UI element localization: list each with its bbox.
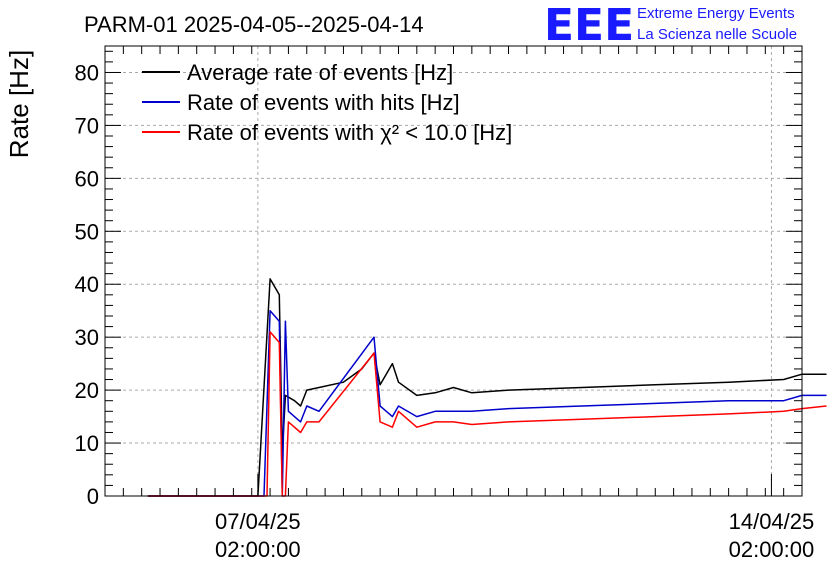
- legend-label-2: Rate of events with hits [Hz]: [187, 90, 460, 115]
- eee-logo: EEE Extreme Energy Events La Scienza nel…: [544, 0, 797, 51]
- legend: Average rate of events [Hz] Rate of event…: [142, 60, 512, 145]
- x-tick-label-time: 02:00:00: [215, 537, 301, 562]
- y-tick-label: 40: [75, 272, 99, 297]
- series-line-2: [147, 309, 827, 497]
- series-lines: [147, 278, 827, 497]
- chart-title: PARM-01 2025-04-05--2025-04-14: [84, 12, 424, 37]
- y-tick-label: 80: [75, 60, 99, 85]
- y-tick-label: 0: [87, 484, 99, 509]
- grid: [105, 46, 802, 496]
- x-tick-label-date: 07/04/25: [215, 509, 301, 534]
- logo-line-1: Extreme Energy Events: [637, 5, 795, 22]
- logo-mark: EEE: [544, 0, 634, 51]
- x-tick-label-date: 14/04/25: [729, 509, 815, 534]
- y-tick-label: 30: [75, 325, 99, 350]
- logo-line-2: La Scienza nelle Scuole: [637, 26, 797, 43]
- series-line-1: [147, 278, 827, 497]
- legend-label-1: Average rate of events [Hz]: [187, 60, 453, 85]
- y-tick-label: 50: [75, 219, 99, 244]
- y-tick-label: 60: [75, 166, 99, 191]
- x-tick-label-time: 02:00:00: [729, 537, 815, 562]
- y-tick-label: 20: [75, 378, 99, 403]
- series-line-3: [147, 331, 827, 497]
- axes: 0 10 20 30 40 50 60 70 80 07/04/25 02:00:00 14/04/2…: [75, 46, 815, 562]
- y-tick-label: 10: [75, 431, 99, 456]
- y-tick-label: 70: [75, 113, 99, 138]
- y-axis-label: Rate [Hz]: [4, 50, 34, 158]
- legend-label-3: Rate of events with χ² < 10.0 [Hz]: [187, 120, 512, 145]
